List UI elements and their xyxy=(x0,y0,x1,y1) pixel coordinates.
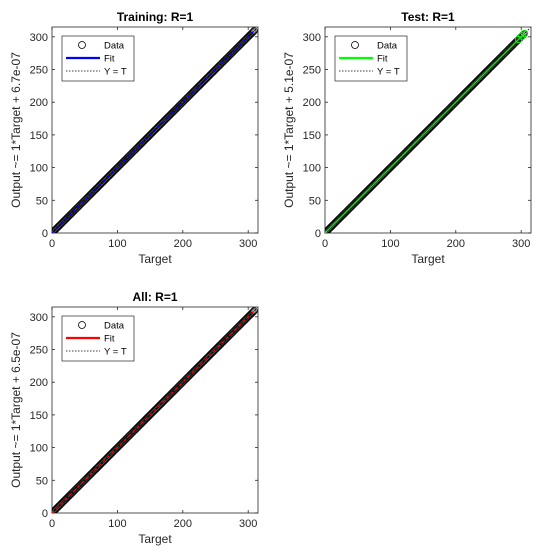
legend-label: Fit xyxy=(377,54,388,65)
data-point xyxy=(249,308,257,316)
y-tick-label: 100 xyxy=(303,163,321,175)
legend-label: Data xyxy=(104,41,125,52)
y-tick-label: 200 xyxy=(303,97,321,109)
plot-panel: 0 100 200 300 0 50 100 150 200 250 300 All: R=1 Targ… xyxy=(9,290,259,546)
data-point xyxy=(519,31,527,39)
y-axis-label: Output ~= 1*Target + 5.1e-07 xyxy=(282,52,296,208)
y-tick-label: 0 xyxy=(315,228,321,240)
legend-label: Y = T xyxy=(377,67,400,78)
data-point xyxy=(248,309,256,317)
x-tick-label: 100 xyxy=(381,238,399,250)
x-tick-label: 100 xyxy=(108,238,126,250)
legend-label: Fit xyxy=(104,334,115,345)
x-axis-label: Target xyxy=(138,252,172,266)
legend-data-marker xyxy=(351,41,359,49)
y-tick-label: 300 xyxy=(30,312,48,324)
y-axis-label: Output ~= 1*Target + 6.5e-07 xyxy=(9,332,23,488)
y-tick-label: 50 xyxy=(36,195,48,207)
legend-label: Y = T xyxy=(104,67,127,78)
x-tick-label: 0 xyxy=(49,238,55,250)
y-tick-label: 50 xyxy=(36,475,48,487)
x-tick-label: 300 xyxy=(239,518,257,530)
y-tick-label: 0 xyxy=(42,508,48,520)
data-point xyxy=(248,29,256,37)
data-point xyxy=(250,27,258,35)
legend: Data Fit Y = T xyxy=(334,35,408,82)
chart-title: All: R=1 xyxy=(132,290,177,304)
y-tick-label: 100 xyxy=(30,443,48,455)
x-tick-label: 200 xyxy=(174,238,192,250)
legend-label: Y = T xyxy=(104,347,127,358)
x-tick-label: 0 xyxy=(49,518,55,530)
series-group xyxy=(325,27,531,233)
legend-data-marker xyxy=(78,321,86,329)
x-tick-label: 200 xyxy=(447,238,465,250)
data-point xyxy=(518,32,526,40)
legend-label: Data xyxy=(104,321,125,332)
legend: Data Fit Y = T xyxy=(61,35,135,82)
x-tick-label: 0 xyxy=(322,238,328,250)
plot-panel: 0 100 200 300 0 50 100 150 200 250 300 Test: R=1 Tar… xyxy=(282,10,532,266)
fit-line xyxy=(325,33,525,233)
y-tick-label: 200 xyxy=(30,97,48,109)
data-point xyxy=(520,29,529,38)
x-axis-label: Target xyxy=(138,532,172,546)
y-axis-label: Output ~= 1*Target + 6.7e-07 xyxy=(9,52,23,208)
y-tick-label: 100 xyxy=(30,163,48,175)
legend-label: Data xyxy=(377,41,398,52)
y-tick-label: 0 xyxy=(42,228,48,240)
y-tick-label: 250 xyxy=(303,65,321,77)
y-tick-label: 250 xyxy=(30,345,48,357)
x-tick-label: 300 xyxy=(512,238,530,250)
x-tick-label: 100 xyxy=(108,518,126,530)
y-tick-label: 150 xyxy=(30,130,48,142)
legend: Data Fit Y = T xyxy=(61,315,135,362)
y-tick-label: 300 xyxy=(30,32,48,44)
x-tick-label: 300 xyxy=(239,238,257,250)
series-group xyxy=(52,307,258,513)
series-group xyxy=(52,27,258,233)
plot-panel: 0 100 200 300 0 50 100 150 200 250 300 Training: R=… xyxy=(9,10,259,266)
chart-title: Test: R=1 xyxy=(401,10,455,24)
y-tick-label: 200 xyxy=(30,377,48,389)
y-tick-label: 150 xyxy=(303,130,321,142)
legend-data-marker xyxy=(78,41,86,49)
data-point xyxy=(249,28,257,36)
y-tick-label: 150 xyxy=(30,410,48,422)
x-tick-label: 200 xyxy=(174,518,192,530)
data-point xyxy=(250,307,258,315)
y-tick-label: 300 xyxy=(303,32,321,44)
legend-label: Fit xyxy=(104,54,115,65)
y-tick-label: 250 xyxy=(30,65,48,77)
y-tick-label: 50 xyxy=(309,195,321,207)
x-axis-label: Target xyxy=(411,252,445,266)
chart-title: Training: R=1 xyxy=(117,10,194,24)
